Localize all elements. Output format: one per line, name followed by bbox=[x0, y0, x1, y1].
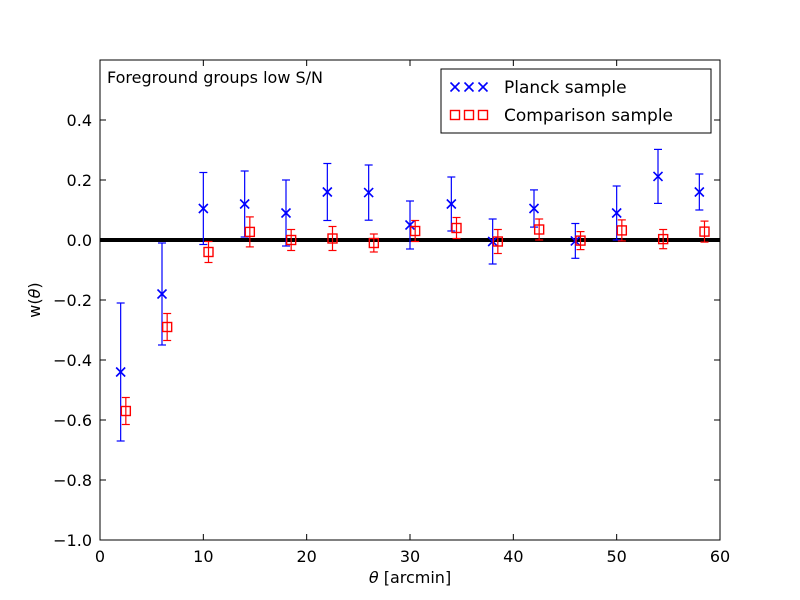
data-point-comparison bbox=[285, 234, 297, 246]
data-point-planck bbox=[652, 171, 664, 182]
data-point-comparison bbox=[368, 237, 380, 249]
data-point-comparison bbox=[699, 226, 710, 237]
data-point-planck bbox=[446, 198, 457, 210]
y-axis-label-suffix: ) bbox=[25, 282, 44, 288]
data-point-planck bbox=[198, 203, 209, 214]
data-point-planck bbox=[156, 288, 168, 300]
data-point-comparison bbox=[244, 226, 256, 238]
error-bar-comparison bbox=[287, 228, 296, 252]
y-axis-label: w(θ) bbox=[25, 282, 44, 317]
error-bar-comparison bbox=[328, 225, 337, 252]
x-axis-label-unit: [arcmin] bbox=[379, 568, 452, 587]
plot-area bbox=[100, 60, 720, 540]
data-point-comparison bbox=[657, 233, 669, 245]
x-tick-label: 30 bbox=[400, 547, 420, 566]
y-tick-label: 0.4 bbox=[67, 111, 92, 130]
ticks-layer: 0 10 20 30 40 50 60 −1.0 −0.8 −0.6 −0.4 −0.2 0.0 0.2 0… bbox=[53, 60, 730, 566]
error-bar-comparison bbox=[700, 220, 709, 243]
x-tick-label: 60 bbox=[710, 547, 730, 566]
data-point-comparison bbox=[409, 225, 421, 237]
data-point-planck bbox=[404, 219, 416, 231]
legend-marker-comparison bbox=[477, 109, 489, 121]
y-tick-label: −0.8 bbox=[53, 471, 92, 490]
data-point-comparison bbox=[451, 222, 462, 234]
error-bar-comparison bbox=[245, 216, 254, 248]
y-tick-label: 0.0 bbox=[67, 231, 92, 250]
legend-label-planck: Planck sample bbox=[504, 78, 627, 98]
data-point-comparison bbox=[327, 233, 338, 244]
x-tick-label: 10 bbox=[193, 547, 213, 566]
data-layer bbox=[115, 148, 710, 442]
y-tick-label: −0.6 bbox=[53, 411, 92, 430]
data-point-comparison bbox=[575, 235, 586, 246]
data-point-planck bbox=[528, 203, 540, 214]
data-point-comparison bbox=[120, 405, 132, 417]
error-bar-comparison bbox=[452, 216, 461, 240]
data-point-comparison bbox=[616, 225, 628, 236]
x-axis-label-symbol: θ bbox=[369, 568, 379, 587]
error-bar-comparison bbox=[576, 231, 585, 251]
legend-markers bbox=[449, 81, 489, 121]
data-point-planck bbox=[363, 187, 374, 198]
error-bar-comparison bbox=[121, 396, 130, 426]
error-bar-comparison bbox=[163, 312, 172, 342]
data-point-comparison bbox=[203, 246, 214, 258]
x-tick-label: 40 bbox=[503, 547, 523, 566]
legend-marker-planck bbox=[463, 81, 475, 93]
series-comparison bbox=[120, 216, 710, 426]
legend: Planck sample Comparison sample bbox=[440, 68, 712, 134]
legend-box bbox=[440, 68, 712, 134]
y-tick-label: −1.0 bbox=[53, 531, 92, 550]
legend-marker-comparison bbox=[463, 109, 475, 121]
error-bar-comparison bbox=[369, 233, 378, 253]
data-point-planck bbox=[280, 207, 292, 219]
x-tick-label: 20 bbox=[296, 547, 316, 566]
chart-annotation: Foreground groups low S/N bbox=[107, 68, 323, 87]
error-bar-comparison bbox=[493, 228, 502, 255]
data-point-planck bbox=[239, 198, 250, 210]
data-point-comparison bbox=[161, 321, 173, 333]
y-axis-label-symbol: θ bbox=[25, 288, 44, 298]
legend-marker-planck bbox=[449, 81, 461, 93]
data-point-comparison bbox=[533, 224, 545, 235]
legend-marker-planck bbox=[477, 81, 489, 93]
error-bar-comparison bbox=[617, 219, 626, 242]
data-point-planck bbox=[322, 186, 333, 198]
y-axis-label-prefix: w( bbox=[25, 298, 44, 317]
error-bar-comparison bbox=[204, 240, 213, 264]
x-tick-label: 50 bbox=[606, 547, 626, 566]
x-axis-label: θ [arcmin] bbox=[369, 568, 451, 587]
legend-marker-comparison bbox=[449, 109, 461, 121]
legend-label-comparison: Comparison sample bbox=[504, 106, 673, 126]
data-point-planck bbox=[694, 186, 705, 198]
error-bar-comparison bbox=[659, 228, 668, 250]
error-bar-comparison bbox=[411, 219, 420, 243]
x-tick-label: 0 bbox=[95, 547, 105, 566]
y-tick-label: −0.2 bbox=[53, 291, 92, 310]
data-point-planck bbox=[115, 366, 126, 378]
error-bar-comparison bbox=[535, 218, 544, 241]
y-tick-label: 0.2 bbox=[67, 171, 92, 190]
y-tick-label: −0.4 bbox=[53, 351, 92, 370]
data-point-comparison bbox=[492, 236, 504, 247]
data-point-planck bbox=[611, 207, 622, 219]
